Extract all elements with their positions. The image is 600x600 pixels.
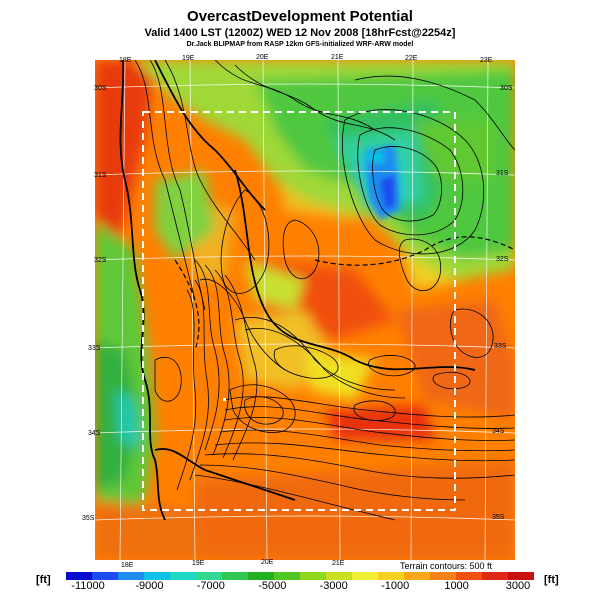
colorbar-swatch [196, 572, 223, 580]
colorbar-swatch [300, 572, 327, 580]
colorbar-unit-right: [ft] [544, 574, 559, 586]
map-title: OvercastDevelopment Potential [187, 8, 413, 25]
valid-time-subtitle: Valid 1400 LST (1200Z) WED 12 Nov 2008 [… [144, 27, 456, 39]
top-lon-label: 22E [405, 55, 418, 62]
colorbar-swatch [222, 572, 249, 580]
colorbar-swatch [92, 572, 119, 580]
left-lat-label: 32S [94, 257, 107, 264]
site-marker [223, 398, 226, 401]
top-lon-label: 21E [331, 54, 344, 61]
colorbar-tick-label: 1000 [444, 580, 469, 592]
colorbar-tick-label: -7000 [196, 580, 225, 592]
bottom-lon-label: 19E [192, 560, 205, 567]
colorbar-tick-label: 3000 [505, 580, 531, 592]
terrain-contours [134, 60, 515, 521]
colorbar-swatch [248, 572, 275, 580]
right-lat-label: 32S [496, 256, 509, 263]
colorbar-tick-label: -5000 [258, 580, 287, 592]
inner-domain-boundary [142, 111, 456, 511]
colorbar-swatch [352, 572, 379, 580]
forecast-map [95, 60, 515, 560]
right-lat-label: 34S [492, 428, 505, 435]
top-lon-label: 19E [182, 55, 195, 62]
coastline [119, 60, 476, 521]
province-boundaries [174, 236, 515, 351]
colorbar-unit-left: [ft] [36, 574, 51, 586]
top-lon-label: 18E [119, 57, 132, 64]
left-lat-label: 33S [88, 345, 101, 352]
colorbar-swatch [508, 572, 534, 580]
colorbar-swatch [118, 572, 145, 580]
right-lat-label: 33S [494, 343, 507, 350]
left-lat-label: 34S [88, 430, 101, 437]
right-lat-label: 30S [500, 85, 513, 92]
colorbar-swatch [144, 572, 171, 580]
colorbar-swatch [66, 572, 93, 580]
colorbar-swatch [326, 572, 353, 580]
lat-lon-grid [95, 60, 515, 560]
model-credit: Dr.Jack BLIPMAP from RASP 12km GFS-initi… [186, 41, 414, 48]
colorbar-tick-label: -1000 [381, 580, 410, 592]
bottom-lon-label: 18E [121, 562, 134, 569]
bottom-lon-label: 21E [332, 560, 345, 567]
colorbar-swatch [456, 572, 483, 580]
colorbar-swatch [404, 572, 431, 580]
terrain-contours-note: Terrain contours: 500 ft [400, 561, 493, 571]
left-lat-label: 31S [94, 172, 107, 179]
bottom-lon-label: 20E [261, 559, 274, 566]
colorbar-swatch [274, 572, 301, 580]
colorbar [66, 572, 534, 580]
left-lat-label: 35S [82, 515, 95, 522]
colorbar-tick-label: -11000 [71, 580, 105, 592]
left-lat-label: 30S [94, 85, 107, 92]
colorbar-tick-label: -9000 [135, 580, 164, 592]
colorbar-swatch [170, 572, 197, 580]
right-lat-label: 31S [496, 170, 509, 177]
colorbar-swatch [430, 572, 457, 580]
colorbar-swatch [378, 572, 405, 580]
top-lon-label: 20E [256, 54, 269, 61]
colorbar-swatch [482, 572, 509, 580]
top-lon-label: 23E [480, 57, 493, 64]
right-lat-label: 35S [492, 514, 505, 521]
colorbar-tick-label: -3000 [319, 580, 348, 592]
